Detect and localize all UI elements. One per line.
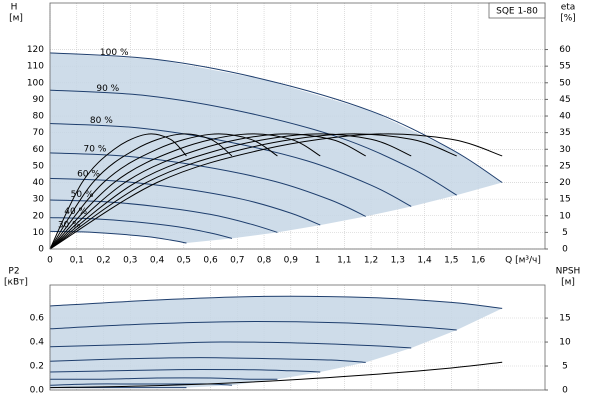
x-tick-label: 0,7 xyxy=(230,256,244,266)
y2-axis-label: eta xyxy=(561,3,576,13)
x-tick-label: 0,2 xyxy=(96,256,110,266)
y2-tick-label: 0 xyxy=(562,386,568,396)
curve xyxy=(49,152,366,217)
secondary-curve xyxy=(49,133,233,250)
y2-tick-label: 10 xyxy=(559,338,571,348)
secondary-curve xyxy=(49,133,503,250)
plots: 0 0,1 0,2 0,3 0,4 0,5 0,6 0,7 0,8 0,9 1 1,1 1,2 1,3 1,… xyxy=(4,3,580,396)
y2-axis-unit: [%] xyxy=(560,14,576,24)
y2-tick-label: 30 xyxy=(559,145,571,155)
curve xyxy=(49,357,366,363)
y-tick-label: 70 xyxy=(33,128,45,138)
y-tick-label: 110 xyxy=(27,62,44,72)
y2-tick-label: 25 xyxy=(559,161,570,171)
secondary-curve xyxy=(49,133,278,250)
y-tick-label: 0.4 xyxy=(30,338,45,348)
x-tick-label: 1,3 xyxy=(391,256,405,266)
x-tick-label: 1,1 xyxy=(337,256,351,266)
curve xyxy=(49,321,457,331)
secondary-curve xyxy=(49,133,187,250)
x-tick-label: 1,5 xyxy=(444,256,458,266)
y2-tick-label: 50 xyxy=(559,78,571,88)
y-tick-label: 0.6 xyxy=(30,314,45,324)
y2-tick-label: 15 xyxy=(559,314,570,324)
y2-axis-unit: [м] xyxy=(561,278,575,288)
curve xyxy=(49,217,233,239)
title-box xyxy=(488,2,546,19)
y-tick-label: 30 xyxy=(33,195,45,205)
secondary-curve xyxy=(49,133,321,250)
y-tick-label: 120 xyxy=(27,45,44,55)
secondary-curve xyxy=(49,133,457,250)
y2-tick-label: 55 xyxy=(559,62,570,72)
y-tick-label: 0.2 xyxy=(30,362,44,372)
curve-label: 80 % xyxy=(90,116,113,126)
y2-tick-label: 5 xyxy=(562,228,568,238)
x-tick-label: 0,4 xyxy=(150,256,165,266)
x-tick-label: 0,9 xyxy=(284,256,299,266)
curve xyxy=(49,377,278,380)
curve xyxy=(49,230,187,244)
y-tick-label: 90 xyxy=(33,95,45,105)
y-tick-label: 80 xyxy=(33,112,45,122)
curve xyxy=(49,52,503,183)
curve xyxy=(49,295,503,309)
curve xyxy=(49,368,321,373)
x-tick-label: 1,6 xyxy=(471,256,486,266)
y-axis-label: P2 xyxy=(8,267,19,277)
x-tick-label: 0,6 xyxy=(203,256,218,266)
curve-label: 30 % xyxy=(58,220,81,230)
curve xyxy=(49,89,457,196)
curve-label: 70 % xyxy=(84,145,107,155)
y-tick-label: 50 xyxy=(33,161,45,171)
curve-label: 40 % xyxy=(64,207,87,217)
y-axis-unit: [кВт] xyxy=(4,278,28,288)
y-tick-label: 10 xyxy=(33,228,45,238)
y-tick-label: 60 xyxy=(33,145,45,155)
y-tick-label: 20 xyxy=(33,211,45,221)
x-tick-label: 0,3 xyxy=(123,256,137,266)
y2-tick-label: 40 xyxy=(559,112,571,122)
y2-tick-label: 10 xyxy=(559,211,571,221)
y2-axis-label: NPSH xyxy=(556,267,581,277)
y2-tick-label: 45 xyxy=(559,95,570,105)
curve-label: 60 % xyxy=(77,169,100,179)
plot-frame xyxy=(49,2,546,250)
curve-label: 90 % xyxy=(96,84,119,94)
curve-label: 50 % xyxy=(71,190,94,200)
y2-tick-label: 5 xyxy=(562,362,568,372)
y2-tick-label: 0 xyxy=(562,245,568,255)
curve xyxy=(49,199,278,233)
y2-tick-label: 15 xyxy=(559,195,570,205)
curve-label: 100 % xyxy=(100,48,129,58)
y-tick-label: 0 xyxy=(38,245,44,255)
x-tick-label: 1,2 xyxy=(364,256,378,266)
y2-tick-label: 35 xyxy=(559,128,570,138)
x-tick-label: 1,4 xyxy=(417,256,432,266)
x-axis-label: Q [м³/ч] xyxy=(505,256,541,266)
chart-title: SQE 1-80 xyxy=(496,7,538,17)
plot-frame xyxy=(49,284,546,391)
y-axis-label: H xyxy=(11,3,18,13)
x-tick-label: 0,1 xyxy=(70,256,84,266)
x-tick-label: 0 xyxy=(47,256,53,266)
operating-area xyxy=(50,52,503,244)
y-axis-unit: [м] xyxy=(9,14,23,24)
y-tick-label: 0.0 xyxy=(30,386,45,396)
y-tick-label: 40 xyxy=(33,178,45,188)
operating-area xyxy=(50,296,503,388)
y2-tick-label: 60 xyxy=(559,45,571,55)
secondary-curve xyxy=(49,361,503,389)
x-tick-label: 1 xyxy=(315,256,321,266)
curve xyxy=(49,341,412,349)
y2-tick-label: 20 xyxy=(559,178,571,188)
secondary-curve xyxy=(49,133,412,250)
y-tick-label: 100 xyxy=(27,78,44,88)
x-tick-label: 0,5 xyxy=(177,256,191,266)
secondary-curve xyxy=(49,133,366,250)
x-tick-label: 0,8 xyxy=(257,256,272,266)
